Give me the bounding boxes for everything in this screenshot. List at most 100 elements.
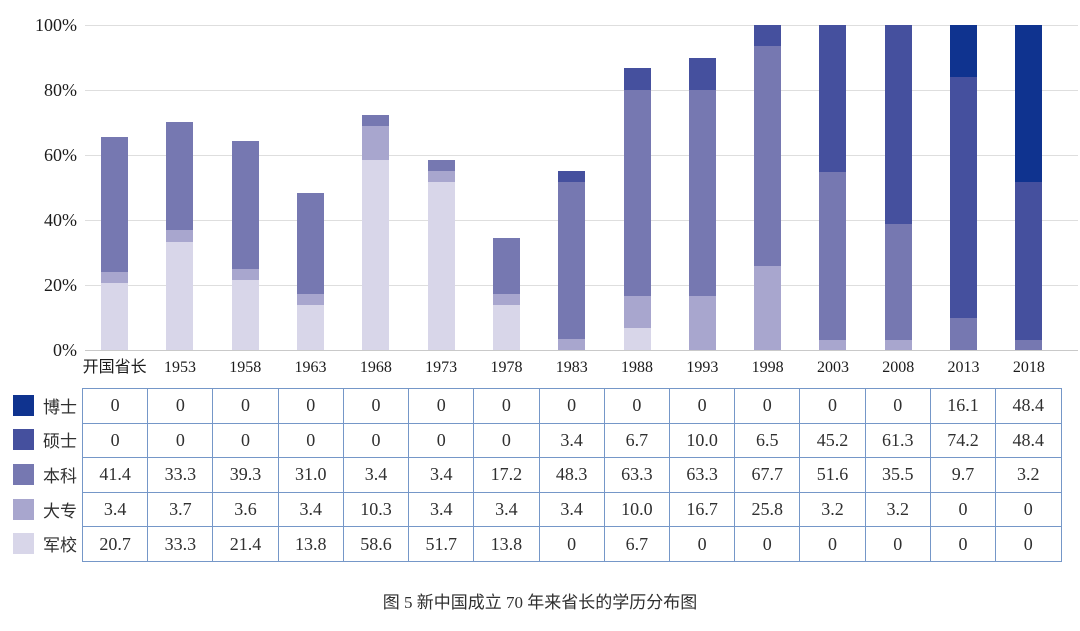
- table-cell: 0: [799, 388, 866, 424]
- segment-junior-college: [427, 170, 455, 182]
- legend-item-doctor: 博士: [13, 388, 77, 423]
- x-axis-label: 1968: [359, 359, 392, 376]
- figure-caption: 图 5 新中国成立 70 年来省长的学历分布图: [382, 593, 698, 612]
- table-cell: 0: [342, 388, 410, 424]
- legend-label-master: 硕士: [43, 432, 77, 452]
- segment-bachelor: [166, 121, 194, 230]
- table-cell: 0: [212, 422, 279, 459]
- bar-2018: [1015, 25, 1043, 350]
- segment-military-academy: [362, 159, 390, 350]
- segment-master: [558, 170, 586, 182]
- table-cell: 48.3: [538, 457, 605, 493]
- segment-junior-college: [688, 295, 716, 350]
- bar-1958: [231, 141, 259, 350]
- table-cell: 3.4: [81, 491, 149, 528]
- table-cell: 21.4: [212, 526, 279, 562]
- table-cell: 0: [408, 422, 475, 459]
- table-cell: 13.8: [473, 526, 540, 562]
- table-cell: 0: [277, 422, 344, 459]
- segment-junior-college: [819, 339, 847, 350]
- table-cell: 0: [408, 388, 475, 424]
- segment-bachelor: [950, 318, 978, 350]
- x-axis-label: 开国省长: [82, 359, 147, 376]
- table-row-junior-college: 3.4 3.7 3.6 3.4 10.3 3.4 3.4 3.4 10.0 16.7 25.8 3.2…: [81, 491, 1062, 528]
- table-cell: 0: [342, 422, 410, 459]
- table-cell: 16.7: [668, 491, 736, 528]
- table-cell: 0: [147, 388, 214, 424]
- legend-item-master: 硕士: [13, 423, 77, 458]
- x-axis-label: 1993: [686, 359, 719, 376]
- table-cell: 48.4: [995, 422, 1062, 459]
- segment-military-academy: [623, 328, 651, 350]
- table-cell: 67.7: [734, 457, 801, 493]
- bar-1963: [297, 193, 325, 350]
- table-cell: 0: [799, 526, 866, 562]
- table-cell: 13.8: [277, 526, 344, 562]
- segment-military-academy: [231, 280, 259, 350]
- table-row-military-academy: 20.7 33.3 21.4 13.8 58.6 51.7 13.8 0 6.7 0 0 0 0 0 0: [81, 526, 1062, 562]
- table-cell: 16.1: [929, 388, 997, 424]
- table-cell: 6.7: [603, 422, 670, 459]
- bar-1998: [754, 25, 782, 350]
- legend-item-junior-college: 大专: [13, 492, 77, 527]
- x-axis-label: 1978: [490, 359, 523, 376]
- table-cell: 17.2: [473, 457, 540, 493]
- legend-swatch-military-academy: [13, 533, 34, 555]
- x-axis-label: 1983: [555, 359, 588, 376]
- segment-bachelor: [231, 141, 259, 269]
- segment-junior-college: [884, 339, 912, 350]
- segment-bachelor: [362, 115, 390, 127]
- table-cell: 6.7: [603, 526, 670, 562]
- table-cell: 0: [81, 422, 149, 459]
- segment-master: [1015, 182, 1043, 340]
- table-cell: 0: [81, 388, 149, 424]
- segment-master: [754, 25, 782, 47]
- bar-1983: [558, 170, 586, 350]
- segment-military-academy: [492, 305, 520, 350]
- x-axis-label: 1953: [163, 359, 196, 376]
- bar-1953: [166, 121, 194, 350]
- segment-junior-college: [492, 294, 520, 306]
- segment-junior-college: [623, 295, 651, 329]
- data-table: 0 0 0 0 0 0 0 0 0 0 0 0 0 16.1 48.4 0 0 0 0 0 0 0 3.4 6.7 10.0 6.…: [81, 388, 1062, 562]
- table-cell: 3.6: [212, 491, 279, 528]
- table-cell: 3.4: [342, 457, 410, 493]
- x-axis-label: 1988: [621, 359, 654, 376]
- table-cell: 0: [473, 388, 540, 424]
- segment-junior-college: [231, 268, 259, 281]
- table-cell: 0: [668, 526, 736, 562]
- table-cell: 0: [929, 526, 997, 562]
- segment-master: [950, 77, 978, 319]
- table-cell: 9.7: [929, 457, 997, 493]
- legend-item-military-academy: 军校: [13, 526, 77, 561]
- table-cell: 33.3: [147, 457, 214, 493]
- table-row-master: 0 0 0 0 0 0 0 3.4 6.7 10.0 6.5 45.2 61.3 74.2 48.4: [81, 422, 1062, 459]
- table-cell: 41.4: [81, 457, 149, 493]
- legend-item-bachelor: 本科: [13, 457, 77, 492]
- legend-label-junior-college: 大专: [43, 501, 77, 521]
- segment-military-academy: [166, 241, 194, 350]
- table-cell: 61.3: [864, 422, 931, 459]
- table-cell: 31.0: [277, 457, 344, 493]
- table-cell: 0: [147, 422, 214, 459]
- table-cell: 3.4: [473, 491, 540, 528]
- table-cell: 0: [538, 388, 605, 424]
- table-cell: 0: [734, 526, 801, 562]
- bar-2008: [884, 25, 912, 350]
- segment-bachelor: [558, 181, 586, 339]
- gridline-80%: [85, 89, 1078, 91]
- bar-2013: [950, 25, 978, 350]
- table-cell: 39.3: [212, 457, 279, 493]
- gridline-100%: [85, 24, 1078, 26]
- x-axis-line: [85, 349, 1078, 351]
- table-cell: 0: [734, 388, 801, 424]
- table-cell: 0: [277, 388, 344, 424]
- legend-swatch-doctor: [13, 394, 34, 416]
- segment-bachelor: [819, 171, 847, 340]
- x-axis-label: 1973: [425, 359, 458, 376]
- table-cell: 74.2: [929, 422, 997, 459]
- segment-master: [688, 57, 716, 91]
- segment-junior-college: [297, 294, 325, 306]
- x-axis-label: 1958: [229, 359, 262, 376]
